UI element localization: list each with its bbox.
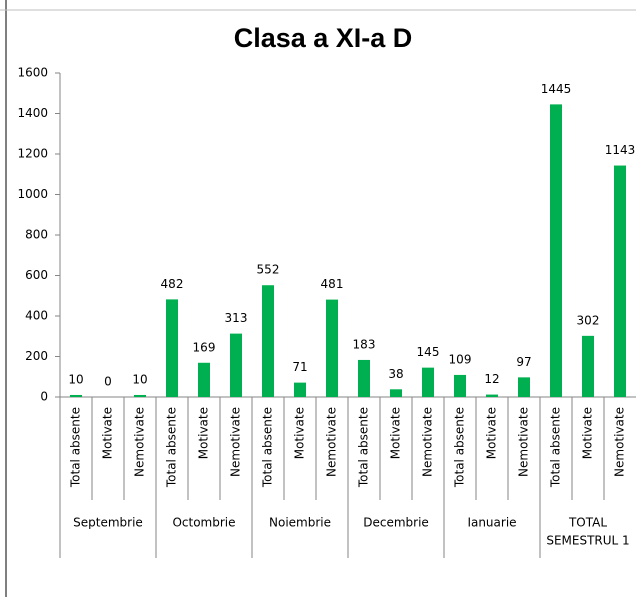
- data-label: 481: [321, 277, 344, 291]
- bar: [294, 382, 306, 397]
- data-label: 169: [193, 340, 216, 354]
- data-label: 12: [484, 372, 499, 386]
- x-tick-label: Nemotivate: [517, 407, 531, 477]
- x-tick-label: Total absente: [261, 407, 275, 488]
- x-tick-label: Motivate: [485, 407, 499, 459]
- bar: [582, 335, 594, 397]
- group-label: Decembrie: [363, 516, 429, 530]
- group-label: Septembrie: [73, 516, 143, 530]
- x-tick-label: Motivate: [197, 407, 211, 459]
- bar: [550, 104, 562, 397]
- x-tick-label: Total absente: [549, 407, 563, 488]
- data-label: 482: [161, 277, 184, 291]
- x-tick-label: Total absente: [165, 407, 179, 488]
- data-label: 71: [292, 360, 307, 374]
- bar: [262, 285, 274, 397]
- x-tick-label: Nemotivate: [229, 407, 243, 477]
- bar: [422, 367, 434, 397]
- group-label: SEMESTRUL 1: [546, 534, 629, 548]
- y-tick-label: 1200: [17, 147, 48, 161]
- data-label: 145: [417, 345, 440, 359]
- x-tick-label: Motivate: [101, 407, 115, 459]
- bar: [326, 299, 338, 397]
- data-label: 10: [132, 372, 147, 386]
- data-label: 97: [516, 355, 531, 369]
- bar: [614, 165, 626, 397]
- x-tick-label: Motivate: [293, 407, 307, 459]
- bar: [390, 389, 402, 397]
- y-tick-label: 200: [25, 349, 48, 363]
- y-tick-label: 1000: [17, 187, 48, 201]
- bar: [486, 394, 498, 397]
- group-label: Noiembrie: [269, 516, 331, 530]
- x-tick-label: Nemotivate: [133, 407, 147, 477]
- group-label: Octombrie: [172, 516, 235, 530]
- data-label: 552: [257, 263, 280, 277]
- data-label: 109: [449, 352, 472, 366]
- x-tick-label: Total absente: [453, 407, 467, 488]
- data-label: 313: [225, 311, 248, 325]
- data-label: 38: [388, 367, 403, 381]
- bar: [358, 359, 370, 397]
- y-tick-label: 1400: [17, 106, 48, 120]
- x-tick-label: Nemotivate: [613, 407, 627, 477]
- bar: [70, 394, 82, 397]
- y-tick-label: 0: [40, 390, 48, 404]
- y-tick-label: 400: [25, 309, 48, 323]
- x-tick-label: Total absente: [357, 407, 371, 488]
- y-tick-label: 600: [25, 268, 48, 282]
- bar: [518, 377, 530, 397]
- data-label: 1143: [605, 143, 636, 157]
- bar: [134, 394, 146, 397]
- chart-title: Clasa a XI-a D: [234, 23, 413, 53]
- y-tick-label: 1600: [17, 66, 48, 80]
- bar: [166, 299, 178, 397]
- data-label: 10: [68, 372, 83, 386]
- x-tick-label: Total absente: [69, 407, 83, 488]
- x-tick-label: Motivate: [389, 407, 403, 459]
- x-tick-label: Nemotivate: [421, 407, 435, 477]
- data-label: 302: [577, 313, 600, 327]
- group-label: Ianuarie: [467, 516, 516, 530]
- data-label: 0: [104, 375, 112, 389]
- y-tick-label: 800: [25, 228, 48, 242]
- data-label: 1445: [541, 82, 572, 96]
- bar: [230, 333, 242, 397]
- bar: [454, 374, 466, 397]
- group-label: TOTAL: [568, 516, 607, 530]
- bar: [198, 362, 210, 397]
- x-tick-label: Motivate: [581, 407, 595, 459]
- data-label: 183: [353, 337, 376, 351]
- x-tick-label: Nemotivate: [325, 407, 339, 477]
